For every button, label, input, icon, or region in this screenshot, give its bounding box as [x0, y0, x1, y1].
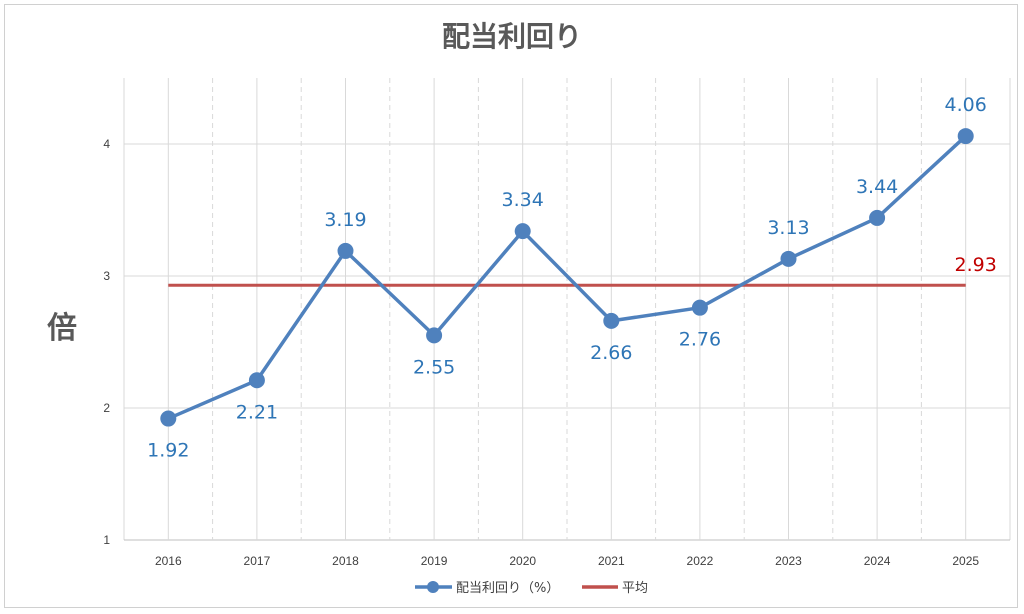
data-point	[869, 209, 886, 226]
data-label: 2.21	[236, 401, 278, 423]
legend: 配当利回り（%） 平均	[415, 581, 648, 596]
x-tick-label: 2017	[244, 554, 271, 568]
plot-area: 1 2 3 4 2016 2017 2018 2019 2020 2021 2022 2023 2024…	[103, 78, 1011, 568]
data-label: 4.06	[945, 94, 987, 116]
y-axis-label: 倍	[47, 311, 77, 346]
y-tick-label: 2	[103, 401, 110, 415]
x-tick-label: 2018	[332, 554, 359, 568]
data-point	[957, 128, 974, 145]
chart-frame	[4, 4, 1018, 608]
data-point	[160, 410, 177, 427]
data-label: 2.76	[679, 329, 721, 351]
x-tick-label: 2022	[687, 554, 714, 568]
data-point	[426, 327, 443, 344]
y-tick-label: 4	[103, 137, 110, 151]
x-tick-label: 2020	[509, 554, 536, 568]
x-tick-label: 2023	[775, 554, 802, 568]
data-point	[337, 242, 354, 259]
average-data-label: 2.93	[955, 254, 997, 276]
data-point	[248, 372, 265, 389]
legend-marker-dividend-yield	[427, 581, 439, 593]
data-point	[603, 312, 620, 329]
data-point	[514, 223, 531, 240]
x-tick-label: 2016	[155, 554, 182, 568]
data-label: 3.13	[767, 217, 809, 239]
data-label: 3.44	[856, 176, 898, 198]
data-point	[780, 250, 797, 267]
y-tick-label: 3	[103, 269, 110, 283]
y-tick-label: 1	[103, 533, 110, 547]
legend-label-average: 平均	[622, 581, 648, 596]
data-label: 3.19	[324, 209, 366, 231]
x-tick-label: 2021	[598, 554, 625, 568]
data-label: 1.92	[147, 440, 189, 462]
chart-title: 配当利回り	[442, 20, 582, 53]
x-tick-label: 2024	[864, 554, 891, 568]
x-tick-label: 2025	[952, 554, 979, 568]
dividend-yield-line	[167, 134, 967, 421]
legend-label-dividend-yield: 配当利回り（%）	[456, 581, 559, 596]
data-label: 2.66	[590, 342, 632, 364]
data-label: 3.34	[502, 189, 544, 211]
x-tick-label: 2019	[421, 554, 448, 568]
data-point	[691, 299, 708, 316]
data-label: 2.55	[413, 356, 455, 378]
